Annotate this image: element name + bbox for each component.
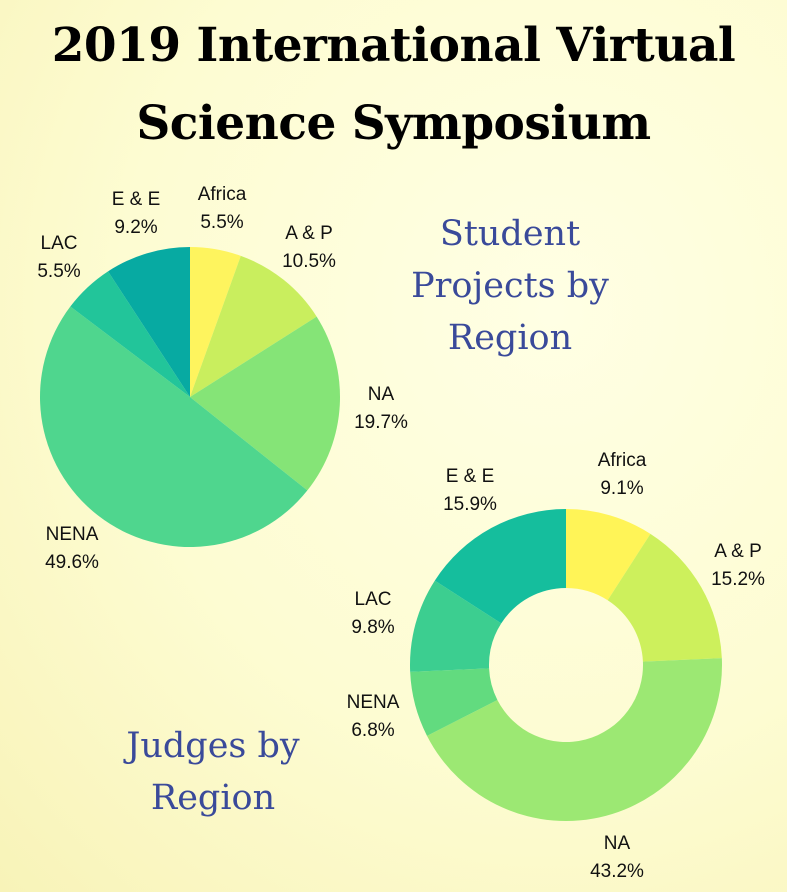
projects-slice-lac (70, 271, 190, 397)
judges-slice-a-p (607, 533, 722, 662)
projects-slice-na (190, 316, 340, 491)
projects-slice-e-e (108, 247, 190, 397)
projects-slice-value: 49.6% (45, 552, 99, 573)
judges-slice-nena (410, 668, 498, 736)
projects-slice-a-p (190, 255, 317, 397)
judges-slice-label: Africa (598, 450, 647, 471)
page-title-line-1: 2019 International Virtual (51, 18, 736, 73)
judges-slice-label: A & P (714, 541, 762, 562)
projects-slice-label: LAC (41, 233, 78, 254)
projects-slice-value: 5.5% (200, 212, 243, 233)
projects-chart-title-line: Student (439, 214, 581, 254)
projects-slice-nena (40, 306, 308, 547)
projects-slice-label: Africa (198, 184, 247, 205)
judges-slice-label: E & E (446, 466, 495, 487)
projects-slice-value: 5.5% (37, 261, 80, 282)
projects-chart-title-line: Projects by (411, 266, 609, 306)
judges-slice-label: LAC (355, 589, 392, 610)
judges-slice-na (427, 658, 722, 821)
projects-slice-label: NA (368, 384, 395, 405)
projects-slice-label: NENA (46, 524, 99, 545)
judges-slice-value: 6.8% (351, 720, 394, 741)
page-title-line-2: Science Symposium (136, 96, 651, 151)
judges-slice-value: 9.8% (351, 617, 394, 638)
judges-slice-e-e (434, 509, 566, 624)
judges-slice-lac (410, 580, 502, 672)
projects-slice-label: E & E (112, 189, 161, 210)
projects-chart-title-line: Region (447, 318, 573, 358)
projects-slice-label: A & P (285, 223, 333, 244)
judges-slice-africa (566, 509, 651, 601)
judges-chart-title: Judges by Region (98, 720, 328, 824)
judges-slice-value: 43.2% (590, 861, 644, 882)
judges-chart-title-line: Region (150, 778, 276, 818)
judges-slice-value: 15.9% (443, 494, 497, 515)
judges-slice-value: 9.1% (600, 478, 643, 499)
judges-slice-value: 15.2% (711, 569, 765, 590)
judges-chart-title-line: Judges by (126, 726, 300, 766)
projects-slice-value: 9.2% (114, 217, 157, 238)
projects-slice-value: 19.7% (354, 412, 408, 433)
projects-chart-title: Student Projects by Region (380, 208, 640, 364)
projects-slice-africa (190, 247, 241, 397)
judges-slice-label: NA (604, 833, 631, 854)
projects-slice-value: 10.5% (282, 251, 336, 272)
judges-slice-label: NENA (347, 692, 400, 713)
